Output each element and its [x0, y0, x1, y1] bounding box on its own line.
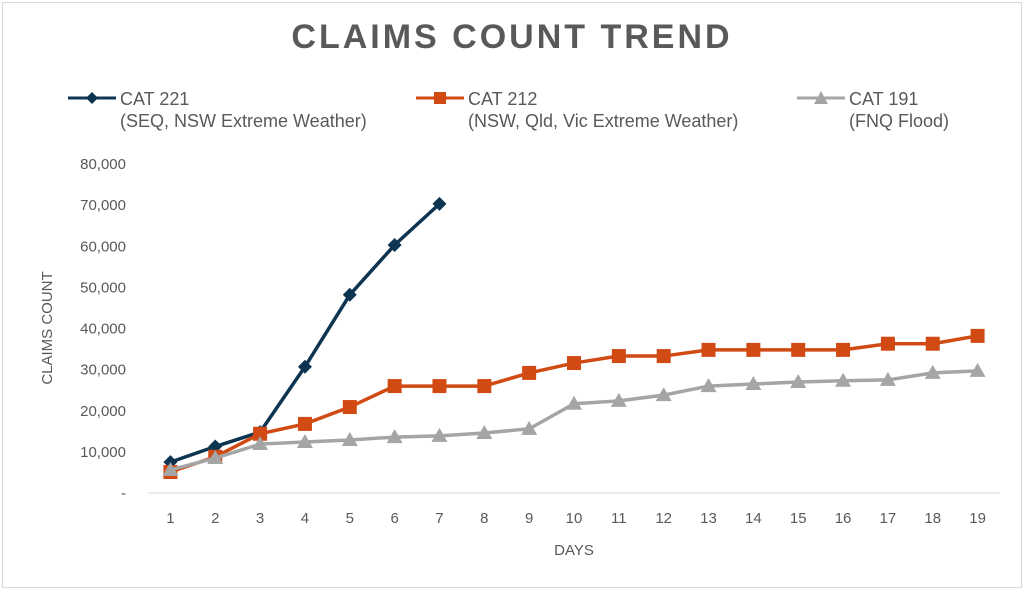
data-point — [880, 336, 895, 351]
data-point — [432, 379, 447, 394]
x-tick-label: 4 — [301, 510, 309, 527]
legend-label: CAT 212 — [468, 89, 538, 109]
data-point — [476, 424, 493, 439]
y-tick-label: 20,000 — [80, 403, 126, 420]
series-cat-221 — [163, 196, 447, 470]
data-point — [745, 376, 762, 391]
x-tick-label: 7 — [435, 510, 443, 527]
x-tick-label: 9 — [525, 510, 533, 527]
x-tick-label: 6 — [390, 510, 398, 527]
y-tick-label: - — [121, 485, 126, 502]
data-point — [879, 371, 896, 386]
data-point — [296, 434, 313, 449]
x-tick-label: 8 — [480, 510, 488, 527]
legend-label: CAT 191 — [849, 89, 919, 109]
data-point — [791, 342, 806, 357]
legend-marker-triangle-icon — [797, 91, 845, 104]
legend-label: CAT 221 — [120, 89, 190, 109]
x-tick-label: 5 — [346, 510, 354, 527]
data-point — [566, 395, 582, 410]
data-point — [655, 387, 672, 402]
data-point — [386, 429, 403, 444]
data-point — [341, 431, 358, 446]
data-point — [253, 426, 268, 441]
data-point — [521, 420, 538, 435]
data-point — [432, 196, 447, 211]
x-tick-label: 1 — [166, 510, 174, 527]
data-point — [431, 427, 448, 442]
data-point — [656, 349, 671, 364]
data-point — [746, 342, 761, 357]
data-point — [342, 287, 357, 302]
x-tick-label: 2 — [211, 510, 219, 527]
data-point — [387, 238, 402, 253]
data-point — [297, 359, 312, 374]
legend-item-cat-212: CAT 212 (NSW, Qld, Vic Extreme Weather) — [414, 88, 738, 132]
y-tick-label: 50,000 — [80, 279, 126, 296]
data-point — [970, 328, 985, 343]
data-point — [610, 392, 627, 407]
y-tick-label: 10,000 — [80, 444, 126, 461]
data-point — [522, 365, 537, 380]
data-point — [477, 379, 492, 394]
data-point — [924, 364, 941, 379]
legend-sublabel: (NSW, Qld, Vic Extreme Weather) — [468, 111, 739, 131]
legend-marker-diamond-icon — [68, 92, 116, 104]
data-point — [567, 356, 581, 371]
legend-marker-square-icon — [416, 92, 464, 104]
data-point — [790, 373, 807, 388]
data-point — [342, 400, 357, 415]
y-tick-label: 60,000 — [80, 238, 126, 255]
data-point — [969, 362, 986, 377]
data-point — [207, 450, 224, 465]
data-point — [611, 349, 626, 364]
legend-item-cat-221: CAT 221 (SEQ, NSW Extreme Weather) — [66, 88, 367, 132]
data-point — [162, 461, 179, 476]
data-point — [252, 436, 269, 451]
x-tick-label: 17 — [880, 510, 897, 527]
legend-item-cat-191: CAT 191 (FNQ Flood) — [795, 88, 949, 132]
data-point — [387, 379, 402, 394]
series-cat-191 — [162, 362, 986, 476]
legend-sublabel: (FNQ Flood) — [849, 111, 950, 131]
x-tick-label: 10 — [566, 510, 583, 527]
x-tick-label: 3 — [256, 510, 264, 527]
y-tick-label: 40,000 — [80, 321, 126, 338]
x-tick-label: 13 — [700, 510, 717, 527]
data-point — [835, 372, 852, 387]
x-axis-label: DAYS — [554, 542, 594, 559]
chart-title: CLAIMS COUNT TREND — [291, 18, 733, 56]
x-tick-label: 15 — [790, 510, 807, 527]
data-point — [836, 342, 851, 357]
x-tick-label: 19 — [969, 510, 986, 527]
x-tick-label: 11 — [611, 510, 627, 527]
x-tick-label: 16 — [835, 510, 852, 527]
y-tick-label: 30,000 — [80, 362, 126, 379]
y-axis-label: CLAIMS COUNT — [39, 271, 56, 384]
data-point — [297, 416, 312, 431]
x-tick-label: 14 — [745, 510, 762, 527]
x-tick-label: 18 — [924, 510, 941, 527]
data-point — [701, 342, 716, 357]
data-point — [925, 336, 940, 351]
data-point — [700, 378, 717, 393]
x-tick-label: 12 — [655, 510, 672, 527]
y-tick-label: 80,000 — [80, 156, 126, 173]
y-tick-label: 70,000 — [80, 197, 126, 214]
legend-sublabel: (SEQ, NSW Extreme Weather) — [120, 111, 367, 131]
